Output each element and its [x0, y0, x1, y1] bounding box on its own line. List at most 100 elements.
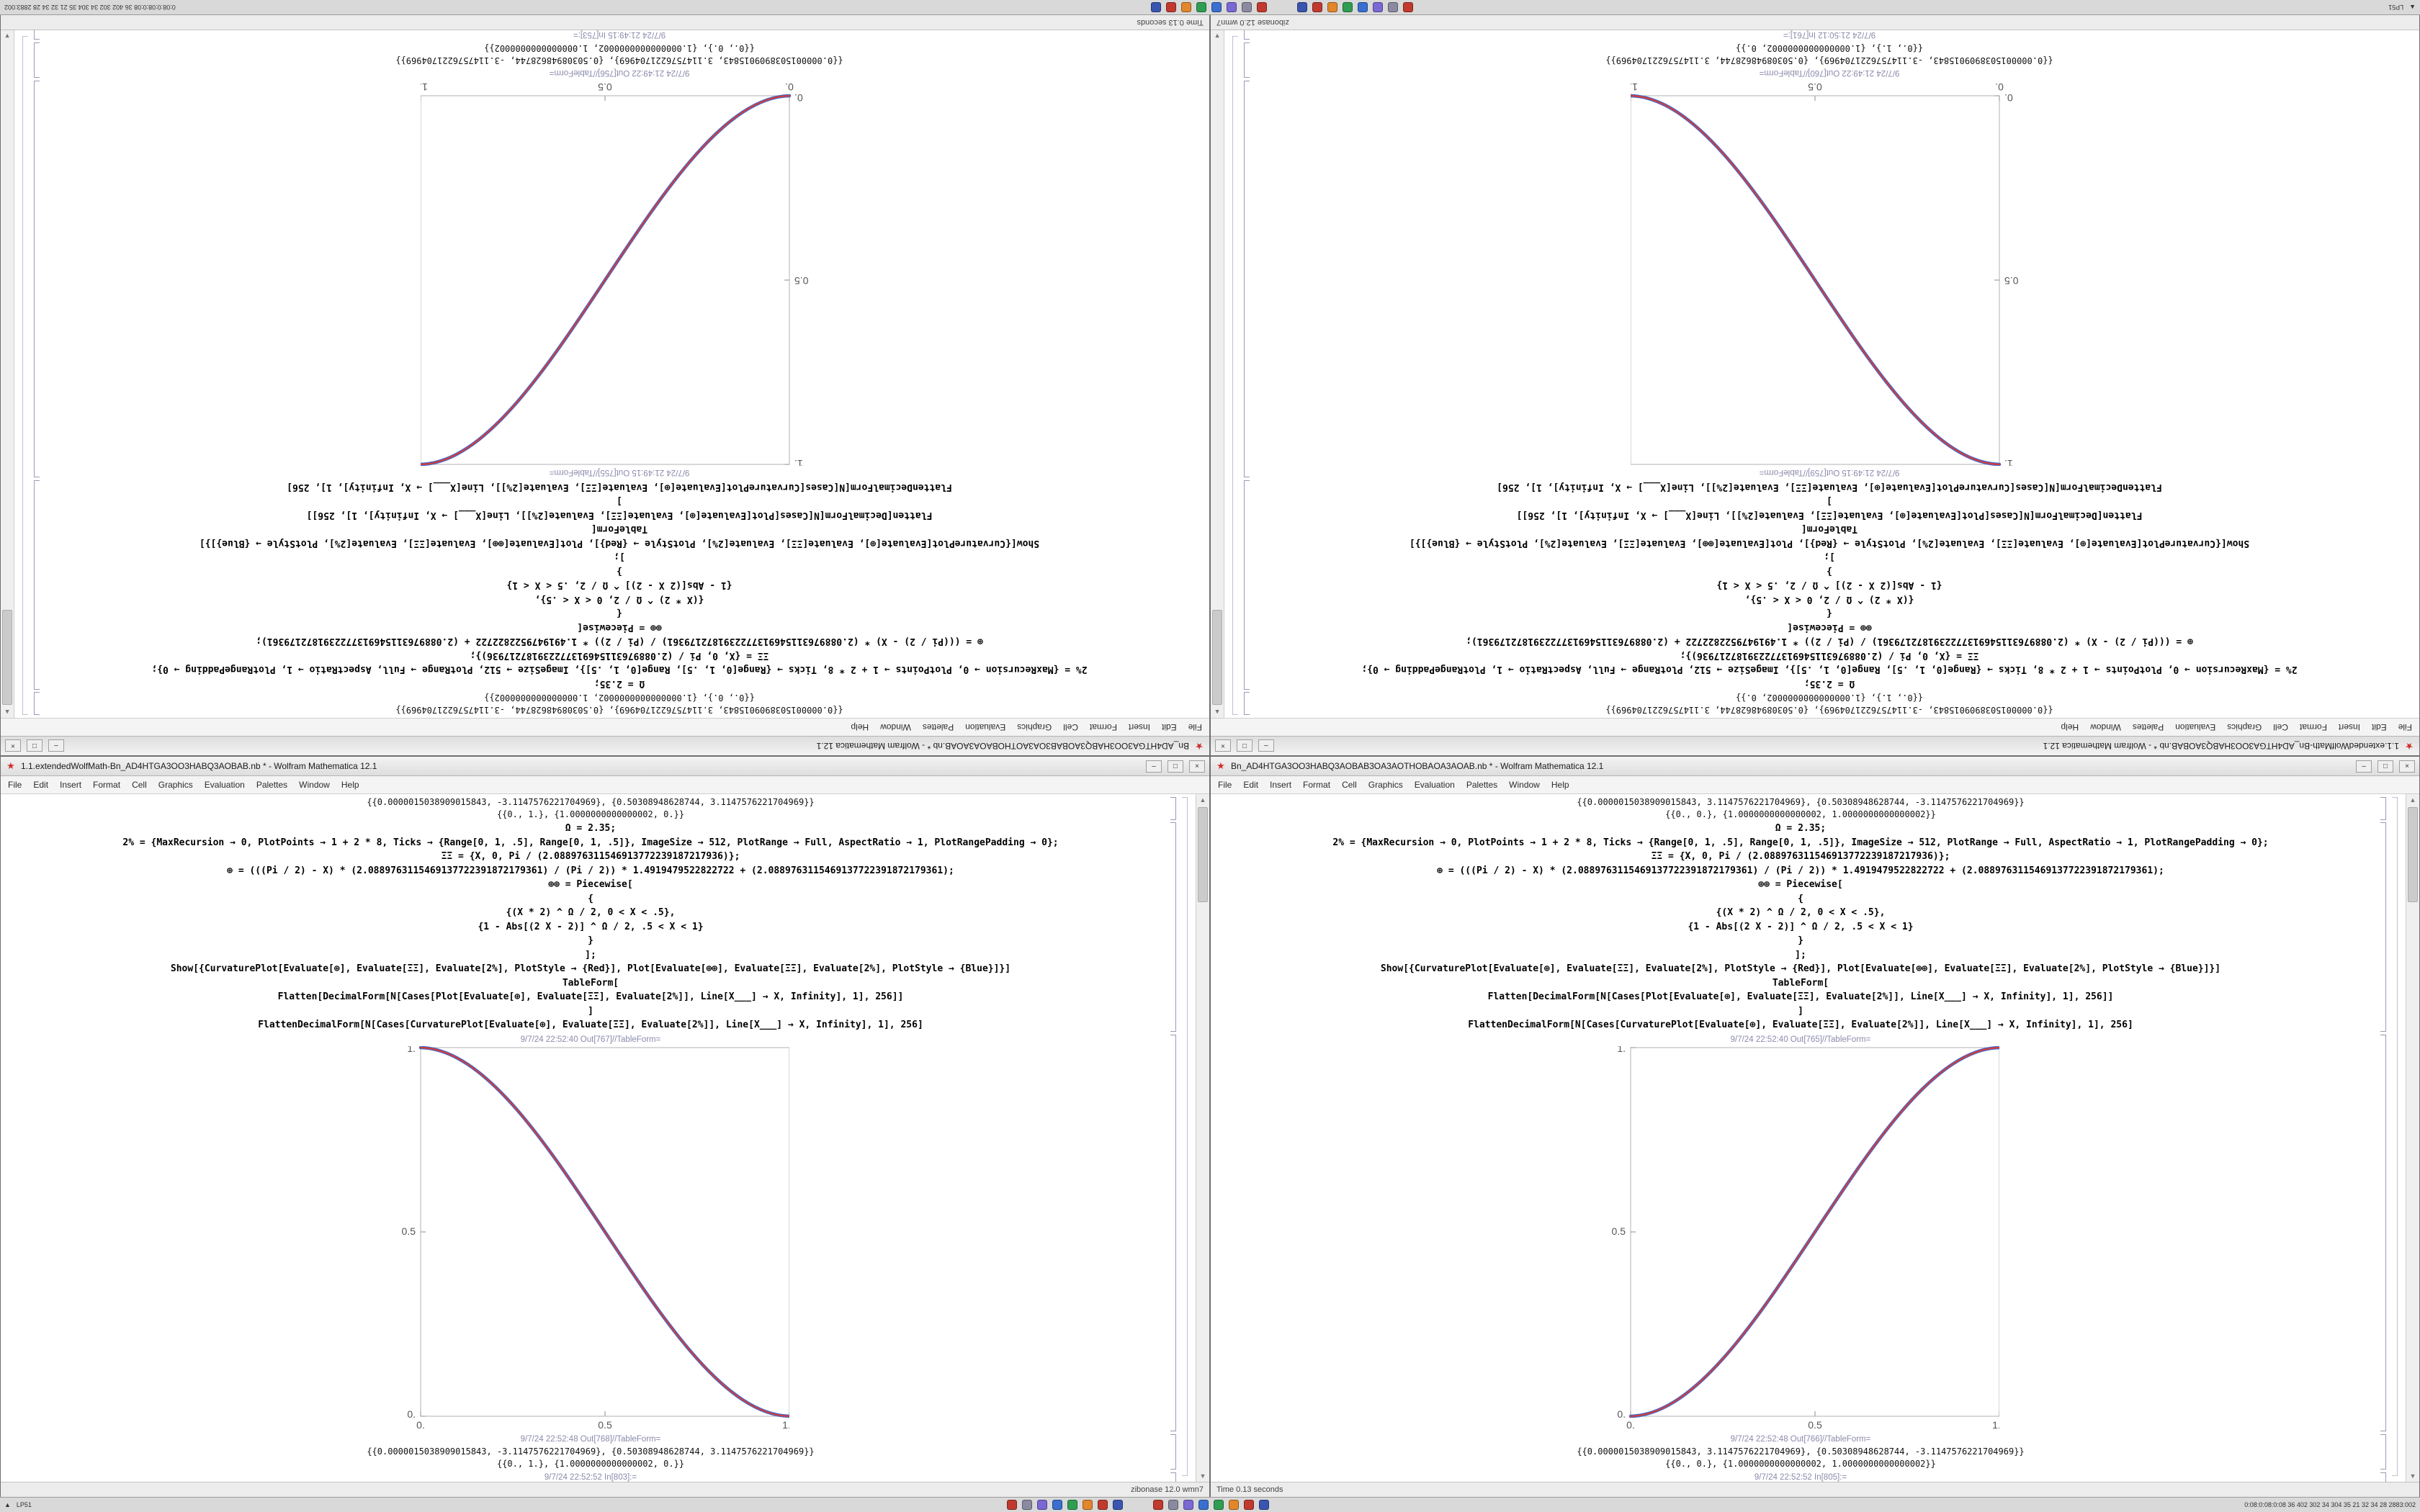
menu-item[interactable]: File — [8, 780, 22, 790]
code-line[interactable]: Show[{CurvaturePlot[Evaluate[⊕], Evaluat… — [1380, 963, 2221, 974]
cell-bracket[interactable] — [1170, 822, 1176, 1032]
cell-bracket[interactable] — [2380, 1034, 2386, 1431]
menu-item[interactable]: Cell — [1063, 722, 1078, 732]
code-line[interactable]: Flatten[DecimalForm[N[Cases[Plot[Evaluat… — [1516, 510, 2143, 521]
code-line[interactable]: FlattenDecimalForm[N[Cases[CurvaturePlot… — [1497, 482, 2162, 492]
input-cell[interactable]: Ω = 2.35; 2% = {MaxRecursion → 0, PlotPoi… — [1232, 822, 2386, 1032]
menu-item[interactable]: Window — [880, 722, 911, 732]
cell-bracket[interactable] — [2380, 1434, 2386, 1470]
code-line[interactable]: {(X * 2) ^ Ω / 2, 0 < X < .5}, — [534, 594, 704, 605]
code-line[interactable]: TableForm[ — [591, 523, 648, 535]
code-line[interactable]: { — [1827, 608, 1832, 619]
menu-item[interactable]: Cell — [1342, 780, 1357, 790]
code-line[interactable]: Flatten[DecimalForm[N[Cases[Plot[Evaluat… — [277, 991, 904, 1002]
menu-item[interactable]: Window — [299, 780, 330, 790]
vertical-scrollbar[interactable]: ▲ ▼ — [1, 30, 14, 718]
scroll-up-icon[interactable]: ▲ — [4, 708, 11, 716]
code-line[interactable]: } — [1827, 566, 1832, 577]
code-line[interactable]: 2% = {MaxRecursion → 0, PlotPoints → 1 +… — [122, 837, 1059, 848]
code-line[interactable]: ⊕⊕ = Piecewise[ — [1787, 622, 1872, 633]
code-line[interactable]: {(X * 2) ^ Ω / 2, 0 < X < .5}, — [506, 907, 676, 918]
vertical-scrollbar[interactable]: ▲ ▼ — [1196, 794, 1209, 1482]
minimize-button[interactable]: – — [48, 739, 64, 752]
close-button[interactable]: × — [2399, 760, 2415, 773]
code-line[interactable]: Show[{CurvaturePlot[Evaluate[⊕], Evaluat… — [170, 963, 1011, 974]
menu-item[interactable]: Graphics — [158, 780, 193, 790]
code-line[interactable]: {1 - Abs[(2 X - 2)] ^ Ω / 2, .5 < X < 1} — [478, 921, 704, 932]
menu-item[interactable]: Help — [851, 722, 869, 732]
code-line[interactable]: ]; — [614, 552, 625, 563]
code-line[interactable]: ]; — [1795, 949, 1806, 960]
taskbar-app-icon-blue[interactable] — [1357, 2, 1368, 12]
minimize-button[interactable]: – — [1258, 739, 1274, 752]
code-line[interactable]: } — [588, 935, 593, 946]
scroll-up-icon[interactable]: ▲ — [1214, 708, 1221, 716]
menu-item[interactable]: Evaluation — [1414, 780, 1455, 790]
code-line[interactable]: ⊕ = (((Pi / 2) - X) * (2.088976311546913… — [1437, 865, 2164, 876]
close-button[interactable]: × — [1189, 760, 1205, 773]
taskbar-app-icon-slate[interactable] — [1387, 2, 1398, 12]
code-line[interactable]: ΞΞ = {X, 0, Pi / (2.08897631154691377223… — [470, 650, 769, 661]
taskbar-app-icon-orange[interactable] — [1180, 2, 1191, 12]
taskbar-app-icon-purple[interactable] — [1037, 1500, 1048, 1510]
input-cell-pending[interactable]: 9/7/24 21:49:15 In[753]:= — [34, 30, 1188, 41]
menu-item[interactable]: Window — [1509, 780, 1540, 790]
code-line[interactable]: FlattenDecimalForm[N[Cases[CurvaturePlot… — [1468, 1020, 2133, 1030]
code-line[interactable]: ⊕⊕ = Piecewise[ — [1758, 879, 1843, 890]
code-line[interactable]: {(X * 2) ^ Ω / 2, 0 < X < .5}, — [1744, 594, 1914, 605]
cell-group-bracket[interactable] — [22, 36, 28, 715]
menu-item[interactable]: Palettes — [2132, 722, 2164, 732]
menu-item[interactable]: Edit — [2371, 722, 2387, 732]
code-line[interactable]: 2% = {MaxRecursion → 0, PlotPoints → 1 +… — [1361, 664, 2298, 675]
taskbar-app-icon-crimson[interactable] — [1165, 2, 1176, 12]
code-line[interactable]: ⊕⊕ = Piecewise[ — [548, 879, 633, 890]
code-line[interactable]: Show[{CurvaturePlot[Evaluate[⊕], Evaluat… — [199, 538, 1040, 549]
minimize-button[interactable]: – — [2356, 760, 2372, 773]
taskbar-app-icon-orange[interactable] — [1327, 2, 1337, 12]
cell-bracket[interactable] — [1170, 1034, 1176, 1431]
input-cell-pending[interactable]: 9/7/24 22:52:52 In[805]:= — [1232, 1472, 2386, 1482]
cell-bracket[interactable] — [1170, 1472, 1176, 1482]
cell-bracket[interactable] — [34, 692, 40, 715]
scrollbar-thumb[interactable] — [2408, 807, 2418, 902]
menu-item[interactable]: Format — [2299, 722, 2327, 732]
code-line[interactable]: } — [1798, 935, 1803, 946]
taskbar-app-icon-blue[interactable] — [1052, 1500, 1063, 1510]
taskbar-app-icon-navy[interactable] — [1259, 1500, 1270, 1510]
taskbar-app-icon-green[interactable] — [1196, 2, 1206, 12]
cell-bracket[interactable] — [1244, 480, 1250, 690]
taskbar-expander-icon[interactable]: ▲ — [4, 1501, 11, 1508]
menu-item[interactable]: Evaluation — [965, 722, 1006, 732]
code-line[interactable]: ⊕ = (((Pi / 2) - X) * (2.088976311546913… — [1466, 636, 2193, 647]
cell-bracket[interactable] — [34, 30, 40, 40]
code-line[interactable]: TableForm[ — [1772, 977, 1829, 989]
taskbar-app-icon-red[interactable] — [1007, 1500, 1018, 1510]
code-line[interactable]: {1 - Abs[(2 X - 2)] ^ Ω / 2, .5 < X < 1} — [506, 580, 732, 591]
menu-item[interactable]: Palettes — [1466, 780, 1498, 790]
input-cell[interactable]: Ω = 2.35; 2% = {MaxRecursion → 0, PlotPoi… — [22, 822, 1176, 1032]
scrollbar-thumb[interactable] — [1212, 610, 1222, 705]
scrollbar-thumb[interactable] — [2, 610, 12, 705]
menu-item[interactable]: File — [2398, 722, 2412, 732]
menu-item[interactable]: Graphics — [2227, 722, 2262, 732]
code-line[interactable]: ΞΞ = {X, 0, Pi / (2.08897631154691377223… — [1680, 650, 1979, 661]
menu-item[interactable]: Evaluation — [204, 780, 245, 790]
menu-item[interactable]: Help — [341, 780, 359, 790]
vertical-scrollbar[interactable]: ▲ ▼ — [2406, 794, 2419, 1482]
taskbar-app-icon-green[interactable] — [1342, 2, 1353, 12]
menu-item[interactable]: Edit — [33, 780, 49, 790]
code-line[interactable]: 2% = {MaxRecursion → 0, PlotPoints → 1 +… — [151, 664, 1088, 675]
code-line[interactable]: TableForm[ — [562, 977, 619, 989]
maximize-button[interactable]: □ — [2378, 760, 2393, 773]
code-line[interactable]: Ω = 2.35; — [593, 678, 645, 689]
taskbar-app-icon-orange[interactable] — [1083, 1500, 1093, 1510]
taskbar-app-icon-crimson[interactable] — [1244, 1500, 1255, 1510]
cell-group-bracket[interactable] — [2392, 797, 2398, 1476]
menu-item[interactable]: Graphics — [1017, 722, 1052, 732]
code-line[interactable]: ]; — [585, 949, 596, 960]
taskbar-app-icon-slate[interactable] — [1022, 1500, 1033, 1510]
cell-bracket[interactable] — [2380, 797, 2386, 820]
menu-item[interactable]: Cell — [132, 780, 147, 790]
menu-item[interactable]: Insert — [60, 780, 82, 790]
menu-item[interactable]: Format — [1303, 780, 1331, 790]
